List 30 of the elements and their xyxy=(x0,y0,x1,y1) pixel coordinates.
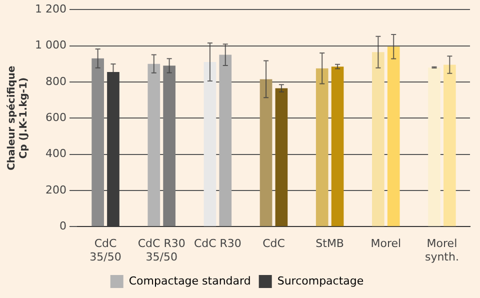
legend-label: Surcompactage xyxy=(277,274,364,288)
bar xyxy=(163,66,176,226)
bar xyxy=(148,64,160,226)
x-tick-label: CdC R30 xyxy=(194,237,242,250)
bar xyxy=(428,67,440,226)
bar xyxy=(372,52,384,226)
x-tick-label: Morel xyxy=(370,237,402,250)
y-tick-label: 200 xyxy=(45,183,66,196)
y-tick-label: 1 000 xyxy=(34,38,66,52)
bar xyxy=(219,54,232,226)
bar xyxy=(331,66,344,226)
bar xyxy=(275,88,288,226)
bar xyxy=(316,68,328,226)
x-tick-label: StMB xyxy=(316,237,344,250)
y-tick-label: 800 xyxy=(45,74,66,88)
y-axis-title: Chaleur spécifique Cp (J.K-1.kg-1) xyxy=(6,66,30,170)
bar xyxy=(260,79,272,226)
x-tick-label: CdC 35/50 xyxy=(90,237,122,264)
x-tick-label: CdC xyxy=(262,237,286,250)
bar xyxy=(92,58,104,226)
y-tick-label: 0 xyxy=(59,219,66,232)
bar xyxy=(204,62,216,226)
y-tick-label: 1 200 xyxy=(34,2,66,16)
bar xyxy=(387,46,400,226)
x-tick-label: Morel synth. xyxy=(424,237,459,264)
y-tick-label: 600 xyxy=(45,110,66,124)
y-tick-label: 400 xyxy=(45,147,66,160)
legend-label: Compactage standard xyxy=(128,274,251,288)
x-tick-label: CdC R30 35/50 xyxy=(138,237,186,264)
bar xyxy=(444,64,456,226)
